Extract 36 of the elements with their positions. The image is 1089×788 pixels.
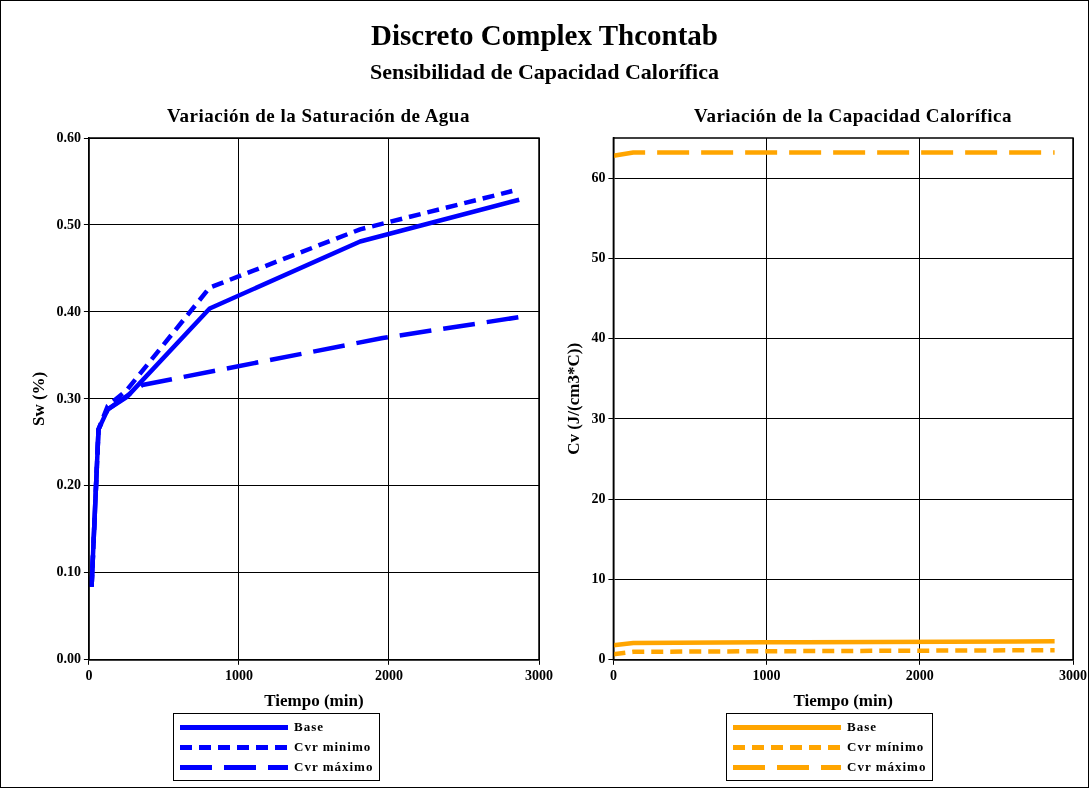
x-tick-label: 2000 [374, 667, 403, 683]
y-axis-title: Cv (J/(cm3*C)) [563, 342, 583, 455]
y-axis-title: Sw (%) [28, 371, 48, 427]
text: Discreto Complex Thcontab [370, 19, 719, 52]
y-tick-label: 0 [598, 651, 606, 667]
y-tick-label: 0.10 [56, 564, 81, 580]
x-tick-label: 0 [609, 667, 617, 683]
legend-label: Cvr mínimo [847, 739, 925, 755]
x-tick-label: 2000 [905, 667, 934, 683]
y-tick-label: 20 [591, 490, 606, 506]
y-tick-label: 30 [591, 410, 606, 426]
y-tick-label: 10 [591, 571, 606, 587]
x-axis-title: Tiempo (min) [793, 691, 893, 711]
y-tick-label: 0.60 [56, 129, 81, 145]
text: Sensibilidad de Capacidad Calorífica [369, 59, 720, 85]
y-tick-label: 0.30 [56, 390, 81, 406]
x-tick-label: 0 [85, 667, 93, 683]
x-tick-label: 3000 [525, 667, 553, 683]
y-tick-label: 0.50 [56, 216, 81, 232]
legend-label: Cvr minimo [294, 739, 372, 755]
y-tick-label: 40 [591, 330, 606, 346]
y-tick-label: 50 [591, 250, 606, 266]
x-tick-label: 1000 [224, 667, 253, 683]
y-tick-label: 0.20 [56, 477, 81, 493]
y-tick-label: 0.40 [56, 303, 81, 319]
y-tick-label: 60 [591, 169, 606, 185]
chart-title: Variación de la Saturación de Agua [166, 105, 471, 127]
x-tick-label: 1000 [752, 667, 781, 683]
legend-label: Base [294, 719, 324, 735]
x-tick-label: 3000 [1059, 667, 1087, 683]
x-axis-title: Tiempo (min) [264, 691, 364, 711]
legend-label: Base [847, 719, 877, 735]
chart-title: Variación de la Capacidad Calorífica [692, 105, 1014, 127]
legend-label: Cvr máximo [294, 759, 374, 775]
y-tick-label: 0.00 [56, 651, 81, 667]
legend-label: Cvr máximo [847, 759, 927, 775]
